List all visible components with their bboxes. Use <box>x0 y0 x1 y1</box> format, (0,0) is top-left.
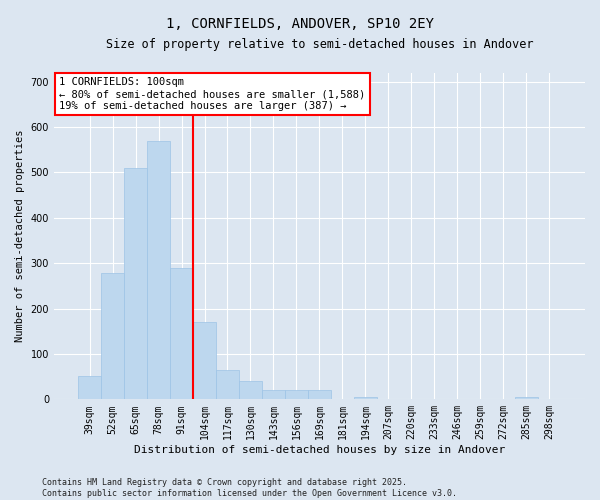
Bar <box>78 376 101 400</box>
Text: Contains HM Land Registry data © Crown copyright and database right 2025.
Contai: Contains HM Land Registry data © Crown c… <box>42 478 457 498</box>
Bar <box>147 142 170 400</box>
Bar <box>515 397 538 400</box>
X-axis label: Distribution of semi-detached houses by size in Andover: Distribution of semi-detached houses by … <box>134 445 505 455</box>
Title: Size of property relative to semi-detached houses in Andover: Size of property relative to semi-detach… <box>106 38 533 51</box>
Bar <box>101 273 124 400</box>
Bar <box>216 370 239 400</box>
Bar <box>308 390 331 400</box>
Text: 1, CORNFIELDS, ANDOVER, SP10 2EY: 1, CORNFIELDS, ANDOVER, SP10 2EY <box>166 18 434 32</box>
Bar <box>170 268 193 400</box>
Text: 1 CORNFIELDS: 100sqm
← 80% of semi-detached houses are smaller (1,588)
19% of se: 1 CORNFIELDS: 100sqm ← 80% of semi-detac… <box>59 78 365 110</box>
Y-axis label: Number of semi-detached properties: Number of semi-detached properties <box>15 130 25 342</box>
Bar <box>354 397 377 400</box>
Bar <box>239 381 262 400</box>
Bar <box>193 322 216 400</box>
Bar <box>124 168 147 400</box>
Bar <box>285 390 308 400</box>
Bar <box>262 390 285 400</box>
